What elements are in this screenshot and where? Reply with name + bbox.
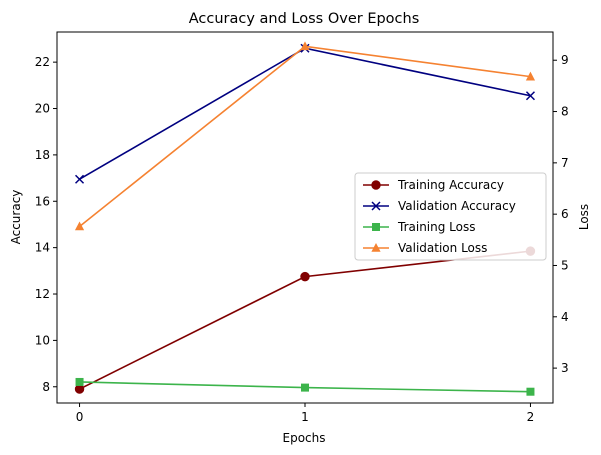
legend-label-training-accuracy: Training Accuracy — [397, 178, 504, 192]
data-point-training-accuracy-1 — [300, 271, 310, 282]
y-tick-label-left: 20 — [35, 102, 50, 116]
data-point-validation-accuracy-0 — [75, 174, 85, 184]
data-point-training-loss-2 — [526, 387, 535, 396]
data-point-validation-accuracy-2-stroke-b — [525, 91, 535, 101]
x-tick-label: 1 — [301, 410, 309, 424]
data-point-validation-loss-1 — [300, 41, 310, 51]
legend-label-training-loss: Training Loss — [397, 220, 475, 234]
y-tick-label-right: 8 — [561, 105, 569, 119]
series-line-training-accuracy — [79, 250, 531, 390]
data-point-training-loss-0 — [75, 377, 84, 386]
data-point-validation-accuracy-0-stroke-b — [75, 174, 85, 184]
data-point-validation-loss-0 — [74, 221, 85, 231]
y-tick-label-right: 9 — [561, 53, 569, 67]
x-axis-label: Epochs — [283, 431, 326, 445]
y-tick-label-right: 4 — [561, 310, 569, 324]
legend-marker-validation-accuracy-stroke-b — [371, 201, 381, 211]
legend: Training Accuracy Validation Accuracy Trai… — [354, 172, 547, 261]
legend-marker-validation-loss — [371, 243, 381, 252]
legend-marker-validation-accuracy — [371, 201, 381, 211]
data-point-validation-accuracy-2 — [525, 91, 535, 101]
legend-marker-training-accuracy — [371, 180, 381, 190]
x-tick-label: 0 — [76, 410, 84, 424]
y-tick-label-right: 7 — [561, 156, 569, 170]
data-point-training-loss-1 — [301, 383, 309, 392]
legend-label-validation-loss: Validation Loss — [398, 241, 487, 255]
data-point-validation-loss-2 — [525, 71, 536, 81]
y-axis-label-left: Accuracy — [9, 190, 23, 245]
y-tick-label-left: 10 — [35, 333, 50, 347]
legend-label-validation-accuracy: Validation Accuracy — [398, 199, 516, 213]
y-tick-label-left: 18 — [35, 148, 50, 162]
chart-title: Accuracy and Loss Over Epochs — [189, 11, 420, 27]
data-point-training-accuracy-0 — [74, 384, 85, 394]
y-tick-label-right: 3 — [561, 361, 569, 375]
y-tick-label-right: 6 — [561, 207, 569, 221]
y-tick-label-left: 12 — [35, 287, 50, 301]
legend-marker-training-loss — [372, 223, 380, 231]
y-tick-label-left: 8 — [42, 380, 50, 394]
y-axis-label-right: Loss — [577, 204, 591, 230]
y-tick-label-left: 16 — [35, 194, 50, 208]
y-tick-label-left: 22 — [35, 55, 50, 69]
y-tick-label-right: 5 — [561, 258, 569, 272]
legend-box — [354, 172, 547, 261]
x-tick-label: 2 — [527, 410, 535, 424]
y-tick-label-left: 14 — [35, 241, 50, 255]
